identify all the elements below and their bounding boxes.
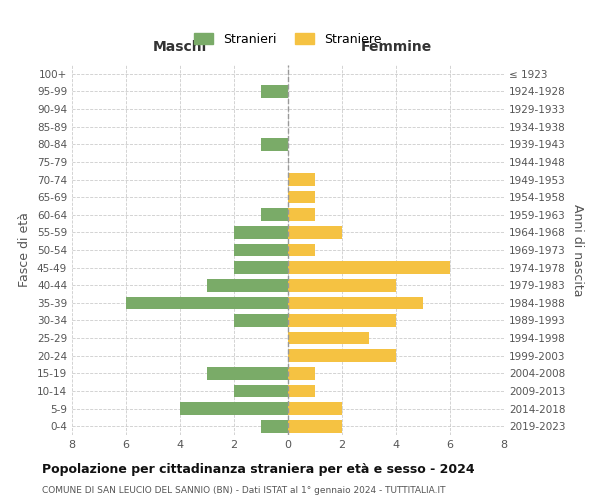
Bar [126, 296, 288, 309]
Bar [234, 314, 288, 327]
Bar [234, 262, 288, 274]
Legend: Stranieri, Straniere: Stranieri, Straniere [188, 27, 388, 52]
Text: Femmine: Femmine [361, 40, 431, 54]
Bar [288, 420, 342, 432]
Bar [180, 402, 288, 415]
Y-axis label: Fasce di età: Fasce di età [19, 212, 31, 288]
Bar [261, 85, 288, 98]
Text: Popolazione per cittadinanza straniera per età e sesso - 2024: Popolazione per cittadinanza straniera p… [42, 462, 475, 475]
Bar [288, 332, 369, 344]
Bar [288, 384, 315, 398]
Bar [234, 244, 288, 256]
Bar [288, 173, 315, 186]
Bar [288, 262, 450, 274]
Bar [234, 226, 288, 238]
Bar [288, 191, 315, 203]
Bar [288, 279, 396, 291]
Bar [207, 367, 288, 380]
Bar [288, 350, 396, 362]
Bar [288, 296, 423, 309]
Bar [261, 420, 288, 432]
Bar [261, 208, 288, 221]
Bar [288, 367, 315, 380]
Bar [288, 226, 342, 238]
Text: Maschi: Maschi [153, 40, 207, 54]
Bar [234, 384, 288, 398]
Text: COMUNE DI SAN LEUCIO DEL SANNIO (BN) - Dati ISTAT al 1° gennaio 2024 - TUTTITALI: COMUNE DI SAN LEUCIO DEL SANNIO (BN) - D… [42, 486, 445, 495]
Bar [207, 279, 288, 291]
Bar [288, 402, 342, 415]
Bar [288, 244, 315, 256]
Y-axis label: Anni di nascita: Anni di nascita [571, 204, 584, 296]
Bar [288, 208, 315, 221]
Bar [261, 138, 288, 150]
Bar [288, 314, 396, 327]
